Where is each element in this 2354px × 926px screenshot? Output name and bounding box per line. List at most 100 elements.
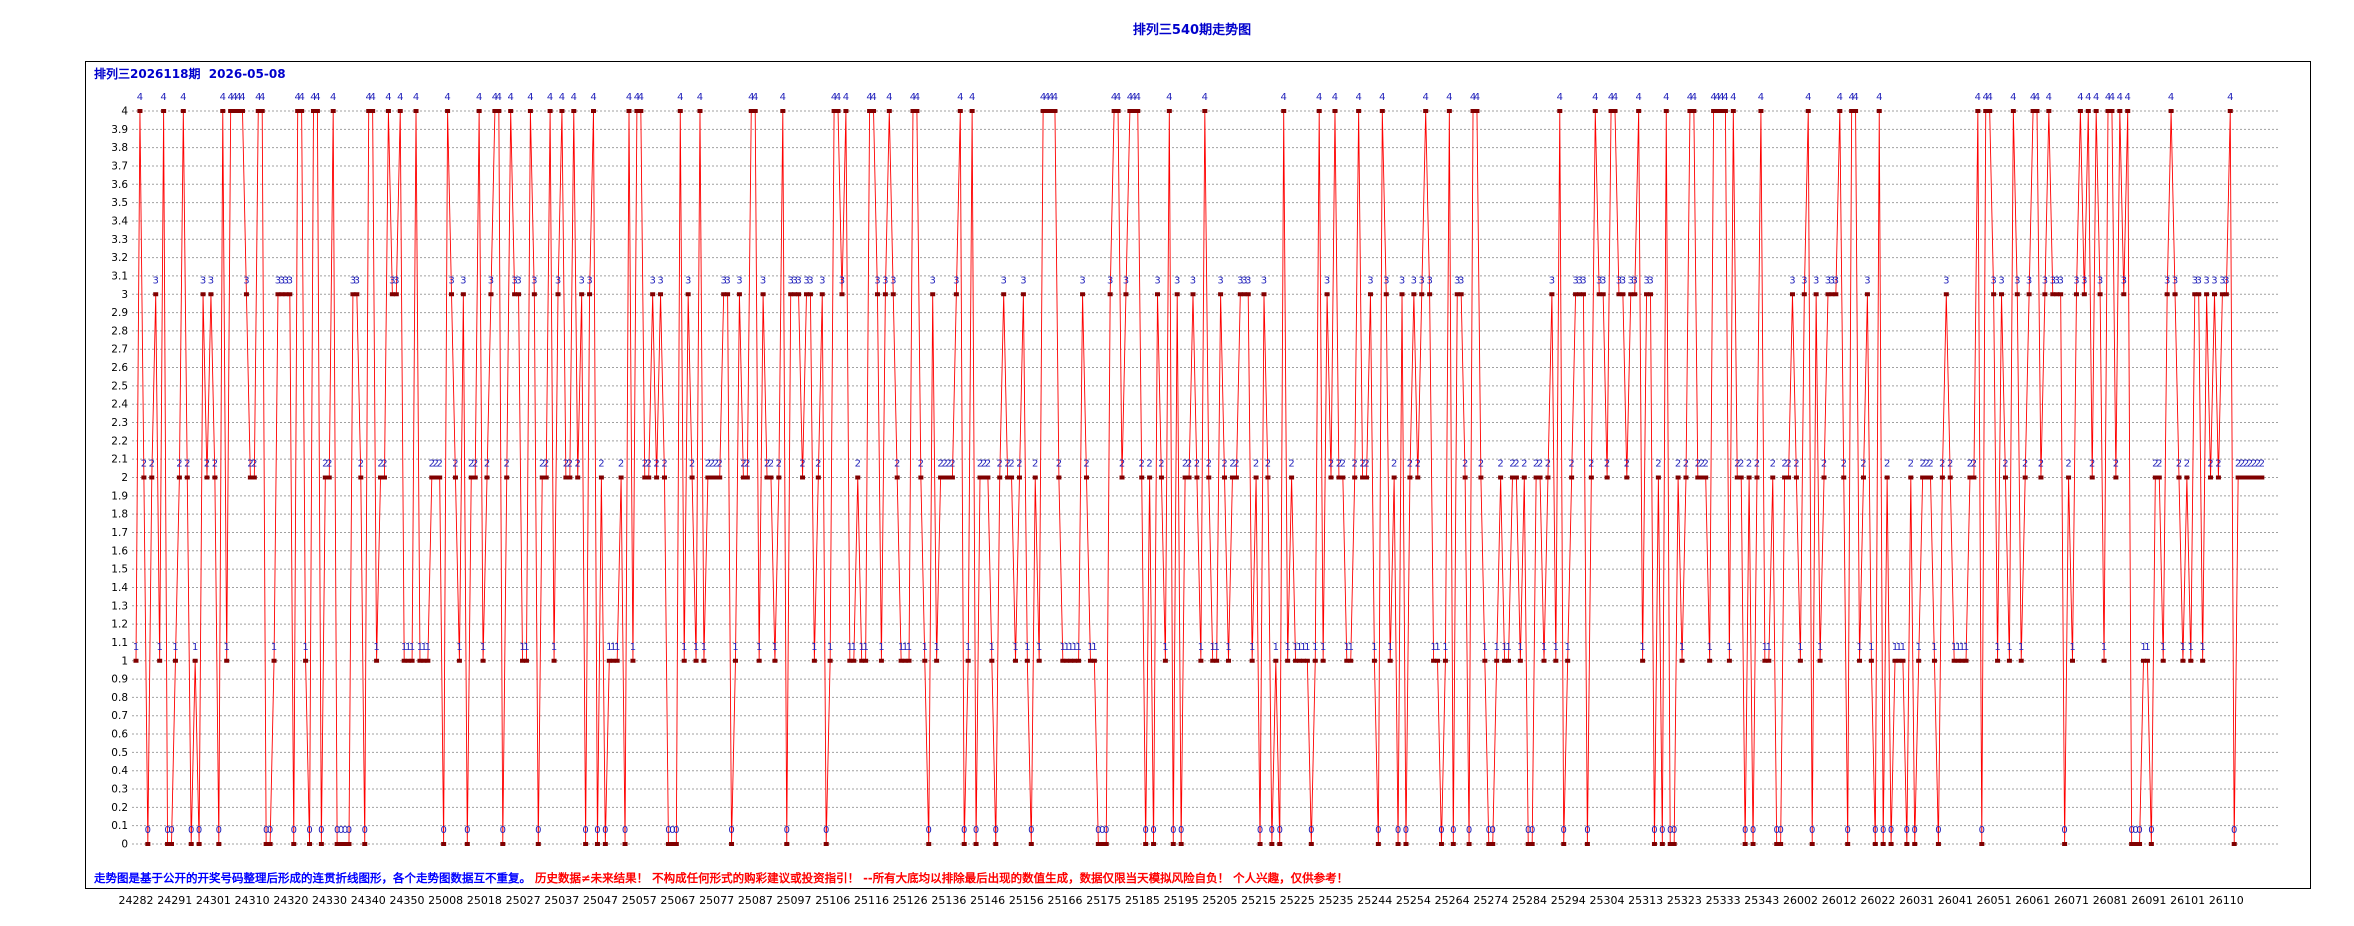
data-label: 3 xyxy=(819,275,825,286)
data-point xyxy=(1135,109,1141,113)
data-point xyxy=(2156,475,2162,480)
data-label: 0 xyxy=(2132,825,2138,836)
data-label: 1 xyxy=(732,642,738,653)
data-point xyxy=(397,109,403,113)
data-label: 3 xyxy=(2211,275,2217,286)
data-label: 0 xyxy=(1028,825,1034,836)
data-label: 4 xyxy=(590,92,596,103)
data-label: 1 xyxy=(302,642,308,653)
data-label: 3 xyxy=(1576,275,1582,286)
data-label: 2 xyxy=(2156,459,2162,470)
data-point xyxy=(1052,109,1058,113)
data-label: 1 xyxy=(906,642,912,653)
data-label: 2 xyxy=(212,459,218,470)
disclaimer-note: 走势图是基于公开的开奖号码整理后形成的连贯折线图形，各个走势图数据互不重复。 历… xyxy=(94,870,1348,886)
x-tick-label: 25087 xyxy=(738,894,773,907)
data-point xyxy=(701,658,707,663)
data-point xyxy=(551,658,557,663)
data-label: 3 xyxy=(890,275,896,286)
data-label: 2 xyxy=(468,459,474,470)
data-point xyxy=(2022,475,2028,480)
data-point xyxy=(1143,842,1149,846)
data-point xyxy=(1139,475,1145,480)
data-point xyxy=(326,475,332,480)
data-point xyxy=(1553,658,1559,663)
data-label: 2 xyxy=(184,459,190,470)
data-label: 3 xyxy=(807,275,813,286)
data-label: 0 xyxy=(1667,825,1673,836)
data-point xyxy=(1340,475,1346,480)
data-label: 3 xyxy=(448,275,454,286)
data-label: 0 xyxy=(464,825,470,836)
data-point xyxy=(945,475,951,480)
data-point xyxy=(1983,109,1989,113)
data-point xyxy=(575,475,581,480)
data-label: 2 xyxy=(1793,459,1799,470)
data-point xyxy=(1458,292,1464,297)
data-label: 0 xyxy=(1935,825,1941,836)
data-point xyxy=(685,292,691,297)
data-label: 1 xyxy=(1931,642,1937,653)
x-tick-label: 25313 xyxy=(1628,894,1663,907)
data-label: 3 xyxy=(874,275,880,286)
x-tick-label: 25175 xyxy=(1086,894,1121,907)
data-label: 3 xyxy=(1174,275,1180,286)
data-label: 2 xyxy=(1675,459,1681,470)
data-label: 3 xyxy=(2121,275,2127,286)
x-tick-label: 25215 xyxy=(1241,894,1276,907)
data-label: 2 xyxy=(247,459,253,470)
data-label: 3 xyxy=(555,275,561,286)
data-point xyxy=(1080,292,1086,297)
data-point xyxy=(165,842,171,846)
data-label: 1 xyxy=(1344,642,1350,653)
data-label: 2 xyxy=(1186,459,1192,470)
data-label: 2 xyxy=(941,459,947,470)
data-label: 3 xyxy=(724,275,730,286)
data-point xyxy=(961,842,967,846)
data-label: 1 xyxy=(1071,642,1077,653)
data-point xyxy=(1174,292,1180,297)
y-tick-label: 1 xyxy=(121,655,128,667)
data-point xyxy=(1991,292,1997,297)
x-tick-label: 25225 xyxy=(1280,894,1315,907)
data-point xyxy=(1296,658,1302,663)
data-label: 2 xyxy=(2255,459,2261,470)
data-point xyxy=(1438,842,1444,846)
data-point xyxy=(1151,842,1157,846)
data-point xyxy=(997,475,1003,480)
data-point xyxy=(642,475,648,480)
data-point xyxy=(871,109,877,113)
data-label: 2 xyxy=(1340,459,1346,470)
data-point xyxy=(1490,842,1496,846)
data-label: 3 xyxy=(2057,275,2063,286)
data-point xyxy=(1683,475,1689,480)
data-point xyxy=(409,658,415,663)
data-label: 2 xyxy=(776,459,782,470)
data-label: 0 xyxy=(973,825,979,836)
data-point xyxy=(1667,842,1673,846)
data-label: 1 xyxy=(456,642,462,653)
data-label: 2 xyxy=(1032,459,1038,470)
data-point xyxy=(1099,842,1105,846)
data-label: 1 xyxy=(606,642,612,653)
data-label: 4 xyxy=(1592,92,1598,103)
data-point xyxy=(1931,658,1937,663)
data-label: 3 xyxy=(1217,275,1223,286)
data-point xyxy=(1371,658,1377,663)
x-tick-label: 25304 xyxy=(1589,894,1624,907)
data-point xyxy=(622,842,628,846)
data-point xyxy=(1225,658,1231,663)
data-point xyxy=(413,109,419,113)
data-label: 2 xyxy=(1947,459,1953,470)
data-label: 3 xyxy=(1643,275,1649,286)
data-point xyxy=(346,842,352,846)
data-point xyxy=(1036,658,1042,663)
data-point xyxy=(1470,109,1476,113)
data-point xyxy=(2050,292,2056,297)
data-label: 2 xyxy=(918,459,924,470)
data-label: 3 xyxy=(1399,275,1405,286)
data-label: 2 xyxy=(484,459,490,470)
data-point xyxy=(2211,292,2217,297)
data-label: 4 xyxy=(1048,92,1054,103)
data-point xyxy=(259,109,265,113)
